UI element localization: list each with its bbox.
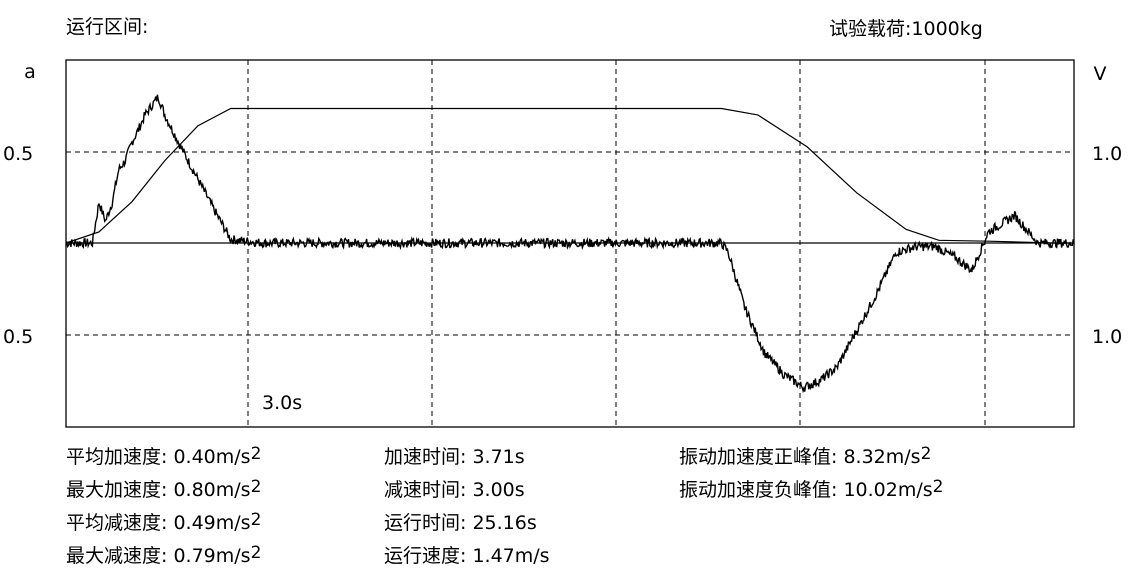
stat-vib-neg-peak: 振动加速度负峰值: 10.02m/s2 bbox=[679, 479, 943, 501]
time-marker-label: 3.0s bbox=[262, 392, 302, 414]
stat-value: 1.47m/s bbox=[472, 545, 550, 567]
stat-label: 运行速度: bbox=[384, 545, 467, 567]
stat-value: 3.71s bbox=[472, 446, 525, 468]
stat-max-accel: 最大加速度: 0.80m/s2 bbox=[66, 479, 261, 501]
stat-accel-time: 加速时间: 3.71s bbox=[384, 448, 525, 467]
right-tick-label: 1.0 bbox=[1092, 326, 1122, 348]
stat-run-time: 运行时间: 25.16s bbox=[384, 514, 537, 533]
stat-value: 8.32m/s bbox=[843, 446, 921, 468]
stat-label: 减速时间: bbox=[384, 479, 467, 501]
right-tick-label: 1.0 bbox=[1092, 143, 1122, 165]
stat-avg-decel: 平均减速度: 0.49m/s2 bbox=[66, 512, 261, 534]
stat-label: 平均减速度: bbox=[66, 512, 168, 534]
left-tick-label: 0.5 bbox=[3, 143, 33, 165]
stat-value: 3.00s bbox=[472, 479, 525, 501]
series-acceleration-line bbox=[65, 94, 1075, 394]
series-speed-line bbox=[65, 107, 1074, 244]
stat-value: 10.02m/s bbox=[843, 479, 933, 501]
stat-value: 0.80m/s bbox=[173, 479, 251, 501]
stat-unit-exp: 2 bbox=[932, 477, 944, 497]
left-tick-label: 0.5 bbox=[3, 326, 33, 348]
stat-label: 加速时间: bbox=[384, 446, 467, 468]
left-axis-label: a bbox=[24, 61, 36, 83]
stat-vib-pos-peak: 振动加速度正峰值: 8.32m/s2 bbox=[679, 446, 931, 468]
right-axis-label: V bbox=[1094, 63, 1107, 85]
stat-label: 振动加速度负峰值: bbox=[679, 479, 838, 501]
stat-run-speed: 运行速度: 1.47m/s bbox=[384, 547, 550, 566]
stat-unit-exp: 2 bbox=[250, 543, 262, 563]
stat-decel-time: 减速时间: 3.00s bbox=[384, 481, 525, 500]
stat-value: 0.40m/s bbox=[173, 446, 251, 468]
stat-unit-exp: 2 bbox=[250, 510, 262, 530]
stat-label: 最大减速度: bbox=[66, 545, 168, 567]
interval-label: 运行区间: bbox=[66, 16, 149, 38]
stat-label: 最大加速度: bbox=[66, 479, 168, 501]
stat-max-decel: 最大减速度: 0.79m/s2 bbox=[66, 545, 261, 567]
stat-value: 0.79m/s bbox=[173, 545, 251, 567]
stat-label: 振动加速度正峰值: bbox=[679, 446, 838, 468]
stat-value: 25.16s bbox=[472, 512, 537, 534]
stat-label: 平均加速度: bbox=[66, 446, 168, 468]
stat-value: 0.49m/s bbox=[173, 512, 251, 534]
stat-label: 运行时间: bbox=[384, 512, 467, 534]
chart: a V 0.5 0.5 1.0 1.0 3.0s bbox=[3, 59, 1122, 428]
load-label: 试验载荷:1000kg bbox=[829, 18, 983, 40]
stat-unit-exp: 2 bbox=[250, 477, 262, 497]
stat-unit-exp: 2 bbox=[250, 444, 262, 464]
stat-avg-accel: 平均加速度: 0.40m/s2 bbox=[66, 446, 261, 468]
stat-unit-exp: 2 bbox=[920, 444, 932, 464]
